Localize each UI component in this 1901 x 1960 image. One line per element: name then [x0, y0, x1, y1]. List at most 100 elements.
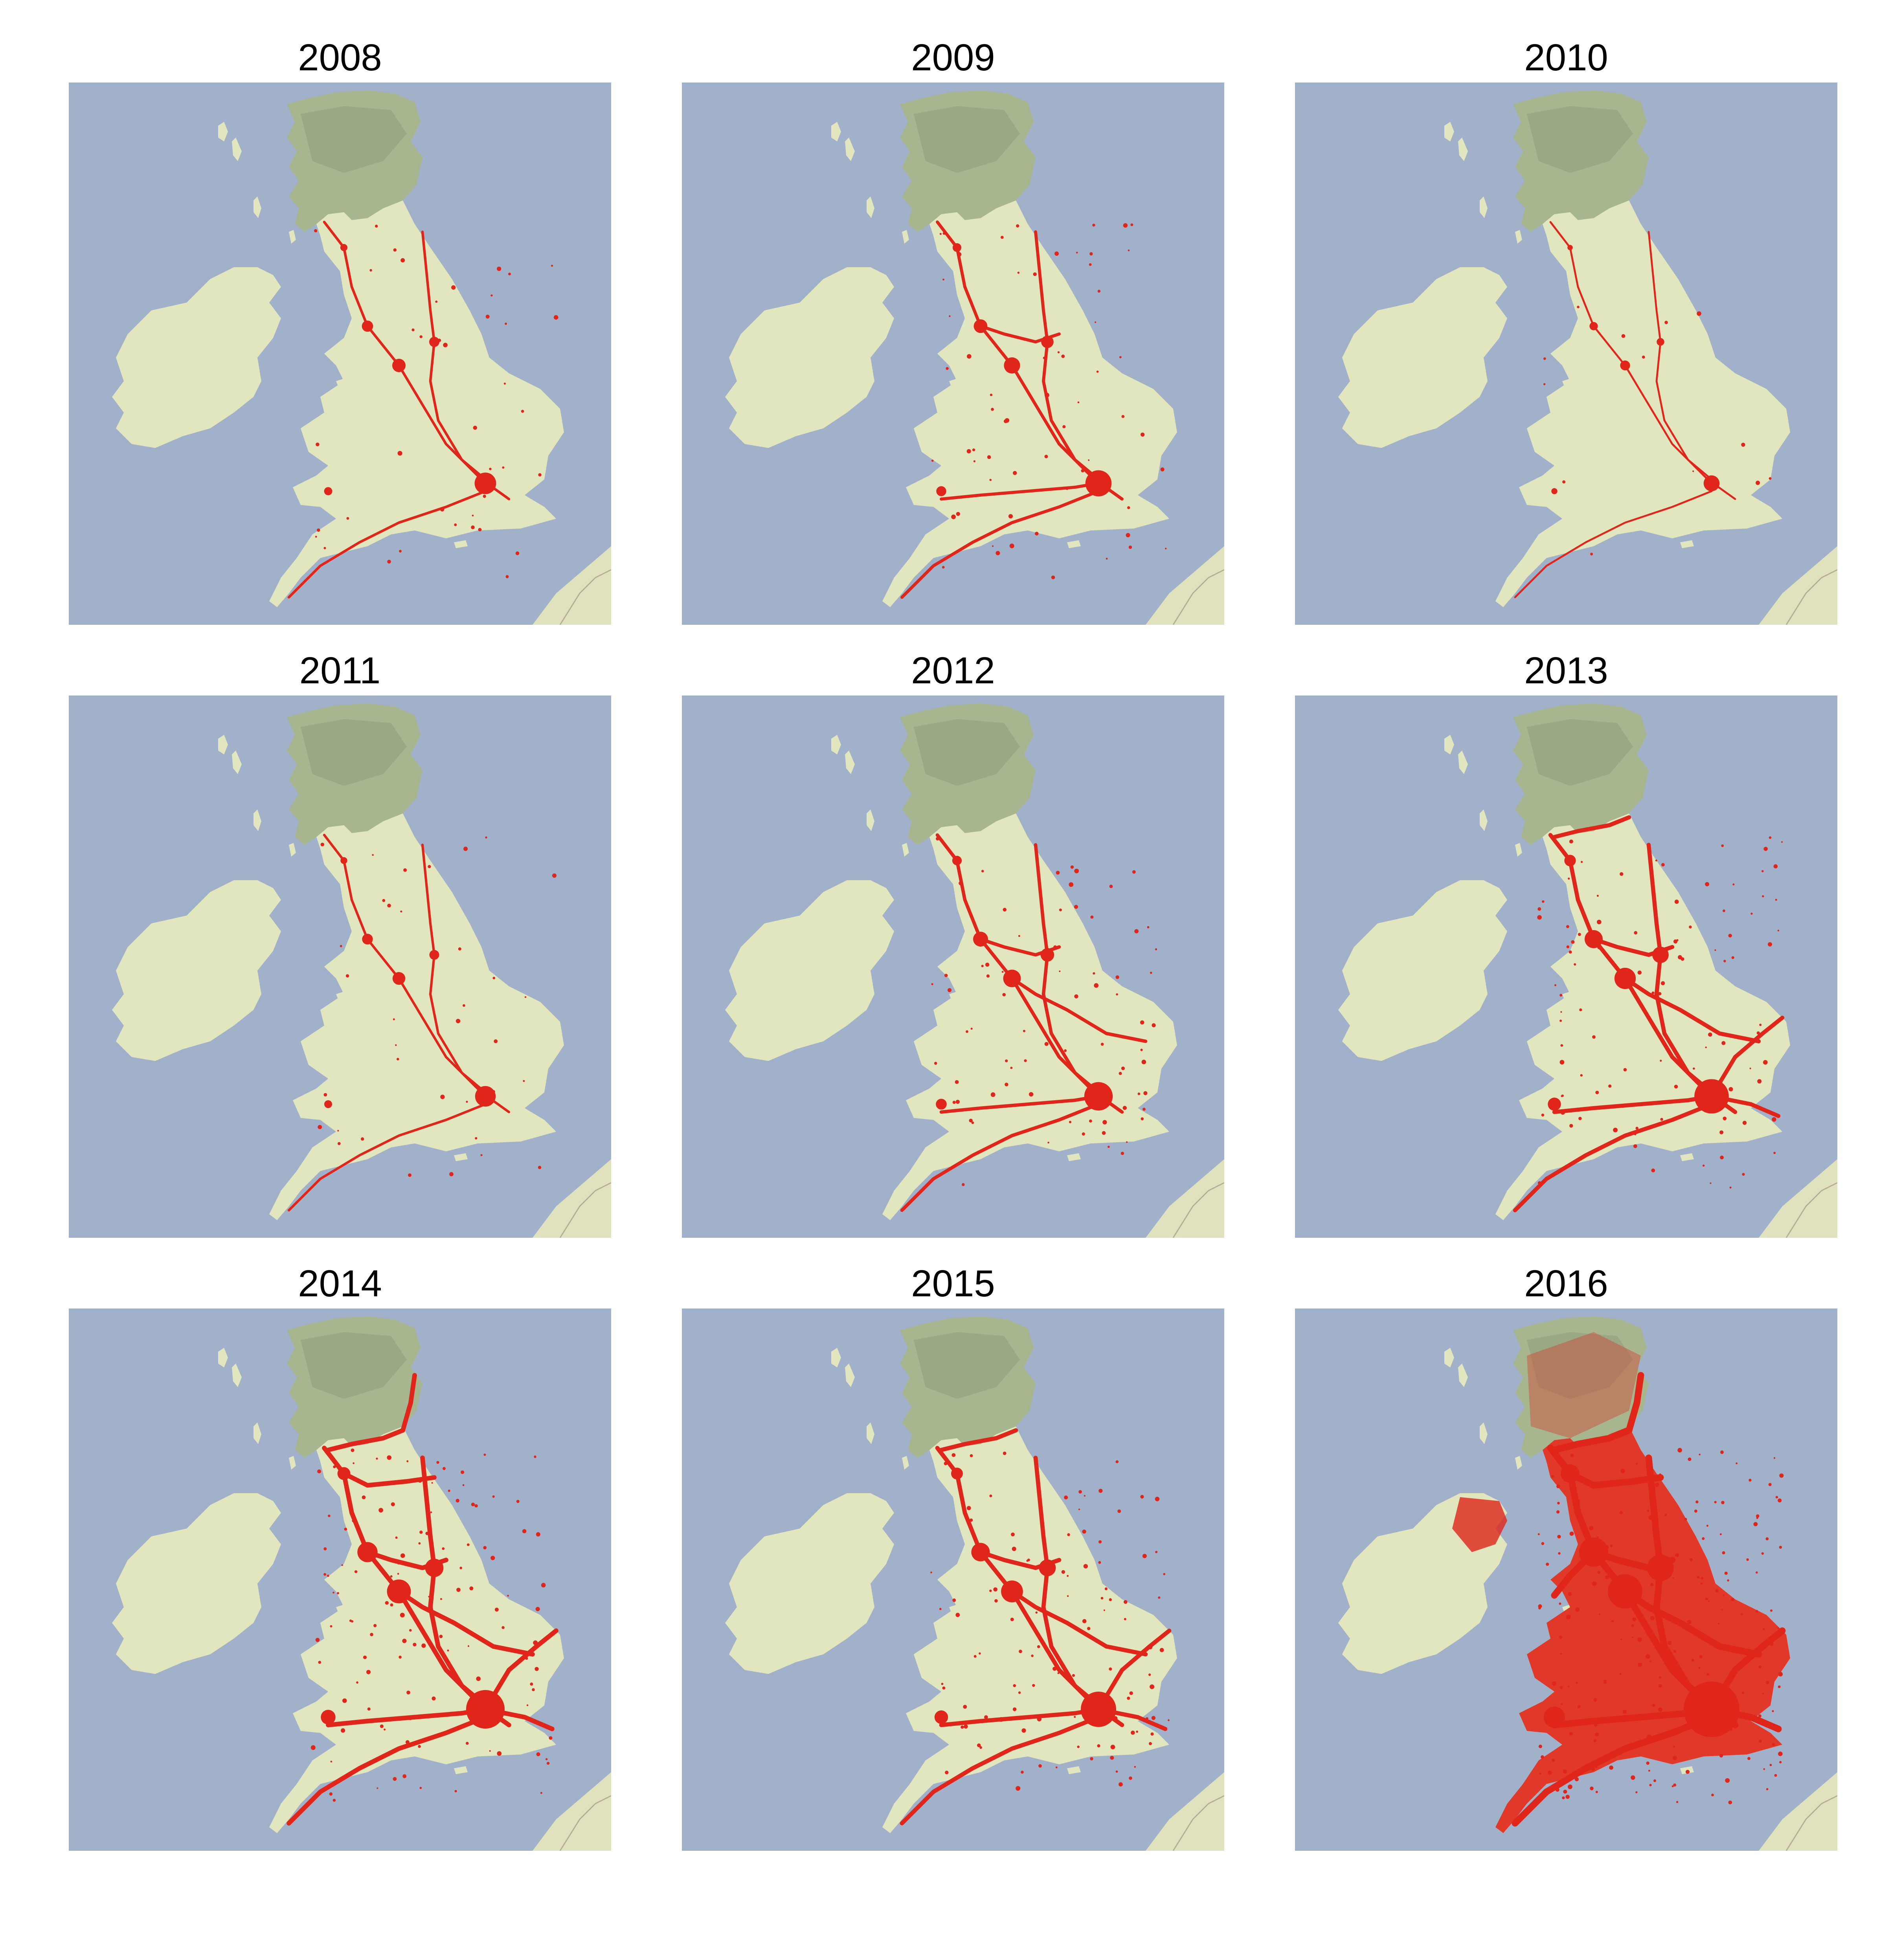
route-point	[979, 1652, 981, 1655]
island	[845, 1364, 855, 1387]
route-point	[1702, 1537, 1705, 1540]
route-point	[1590, 1786, 1594, 1791]
route-point	[994, 1599, 998, 1603]
route-point	[942, 232, 946, 235]
route-point	[972, 448, 975, 451]
route-point	[418, 1542, 421, 1545]
map-2011	[69, 696, 611, 1238]
route-point	[1023, 1030, 1025, 1032]
route-point	[461, 1470, 465, 1474]
route-point	[989, 479, 992, 481]
island	[1458, 751, 1468, 774]
route-point	[1595, 1090, 1599, 1094]
route-point	[970, 1028, 973, 1030]
route-point	[1057, 351, 1060, 354]
island	[1458, 138, 1468, 161]
route-point	[387, 560, 391, 564]
route-point	[345, 974, 349, 978]
route-point	[1021, 1728, 1026, 1733]
route-point	[451, 285, 456, 290]
route-point	[480, 1154, 483, 1156]
route-point	[492, 1090, 495, 1094]
country-border	[1172, 569, 1224, 625]
island	[1680, 1153, 1694, 1161]
route-point	[349, 1619, 352, 1622]
island	[218, 1348, 228, 1367]
route-point	[353, 1462, 354, 1464]
route-point	[984, 1715, 988, 1719]
route-point	[1777, 930, 1780, 932]
panel-title-2011: 2011	[299, 650, 381, 692]
route-point	[1692, 470, 1694, 472]
route-point	[1651, 1168, 1655, 1173]
route-point	[1566, 945, 1569, 949]
route-point	[1110, 1745, 1115, 1749]
route-point	[1003, 908, 1007, 912]
route-point	[1149, 1742, 1152, 1745]
route-point	[1769, 1764, 1772, 1766]
island	[1562, 377, 1578, 391]
route-hotspot	[1001, 1580, 1023, 1602]
route-point	[1596, 895, 1599, 897]
highland-shading	[914, 719, 1020, 786]
route-track	[1033, 1455, 1101, 1708]
route-point	[1126, 1141, 1128, 1143]
route-point	[931, 459, 934, 462]
continental-europe	[533, 546, 611, 625]
route-point	[1541, 1542, 1545, 1545]
route-point	[969, 1119, 973, 1123]
route-point	[318, 1125, 322, 1129]
route-point	[981, 965, 984, 967]
route-point	[1016, 1786, 1021, 1791]
route-point	[1728, 1800, 1732, 1804]
route-point	[1565, 1795, 1570, 1799]
route-point	[443, 1467, 446, 1470]
route-point	[337, 1592, 339, 1595]
ireland-landmass	[725, 267, 894, 448]
route-point	[952, 1101, 956, 1104]
route-point	[393, 1018, 395, 1020]
route-point	[320, 842, 324, 846]
route-point	[430, 1611, 432, 1613]
route-point	[930, 1571, 932, 1573]
route-point	[1750, 912, 1753, 915]
route-point	[1134, 1766, 1136, 1768]
panel-title-2014: 2014	[298, 1263, 382, 1305]
route-point	[936, 837, 939, 841]
route-point	[456, 1587, 461, 1592]
route-point	[952, 1598, 956, 1602]
route-point	[1090, 915, 1094, 919]
route-hotspot	[1657, 338, 1664, 346]
route-point	[1061, 1570, 1065, 1574]
route-point	[1705, 1046, 1707, 1048]
route-point	[1700, 1085, 1702, 1087]
route-point	[1128, 250, 1130, 251]
route-point	[1711, 1793, 1714, 1797]
route-point	[397, 1058, 399, 1061]
route-point	[478, 528, 482, 532]
country-border	[1172, 1795, 1224, 1851]
route-track	[483, 1628, 558, 1712]
route-point	[540, 1792, 542, 1794]
route-point	[497, 1751, 502, 1756]
route-point	[1620, 872, 1624, 876]
route-point	[1646, 1761, 1649, 1765]
route-hotspot	[1567, 245, 1573, 250]
route-hotspot	[973, 932, 988, 947]
route-track	[939, 1094, 1100, 1114]
route-point	[1749, 1479, 1752, 1482]
route-point	[1010, 1066, 1013, 1069]
route-point	[1674, 899, 1679, 904]
route-point	[397, 451, 402, 456]
route-point	[316, 442, 320, 446]
route-point	[1703, 1164, 1705, 1167]
route-point	[1651, 991, 1655, 995]
route-hotspot	[971, 1543, 990, 1562]
route-point	[947, 988, 952, 992]
route-point	[986, 974, 990, 978]
route-point	[425, 1532, 429, 1535]
island	[289, 843, 296, 857]
route-point	[1136, 1731, 1139, 1733]
route-point	[1736, 1462, 1738, 1464]
country-border	[1785, 1795, 1837, 1851]
